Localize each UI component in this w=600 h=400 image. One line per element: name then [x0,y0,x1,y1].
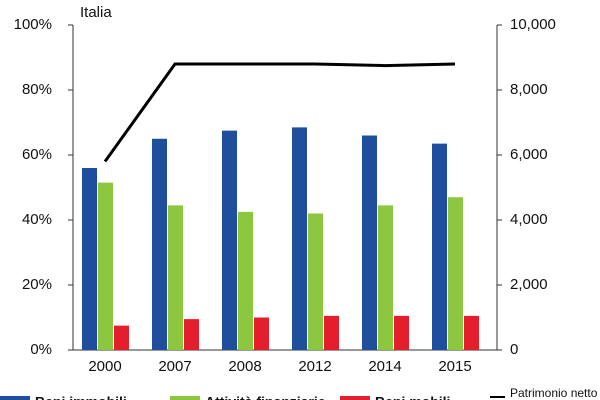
line [103,62,456,163]
legend-swatch [0,396,30,400]
legend-label: Patrimonio netto [510,386,598,400]
y2-tick-label: 2,000 [510,276,548,293]
chart-title: Italia [80,4,112,21]
bar [98,182,113,350]
legend-swatch [340,396,370,400]
y2-tick-label: 8,000 [510,81,548,98]
x-tick-label: 2012 [298,358,331,375]
x-tick-label: 2000 [88,358,121,375]
x-tick-label: 2014 [368,358,401,375]
bar [184,319,199,350]
bar [378,205,393,350]
x-tick-label: 2007 [158,358,191,375]
bar [394,315,409,350]
y2-tick-label: 6,000 [510,146,548,163]
bar [168,205,183,350]
bar [114,325,129,350]
bar [222,130,237,350]
bar [82,168,97,350]
y-tick-label: 80% [22,81,52,98]
legend-label: Beni mobili [375,394,450,400]
x-tick-label: 2008 [228,358,261,375]
y-tick-label: 20% [22,276,52,293]
bar [432,143,447,350]
legend-label: Beni immobili [35,394,127,400]
bar [254,317,269,350]
bar [448,197,463,350]
y2-tick-label: 10,000 [510,16,556,33]
legend-label: Attività finanziarie [205,394,326,400]
bar [238,211,253,350]
bar [324,315,339,350]
bar [464,315,479,350]
y-tick-label: 100% [14,16,52,33]
x-tick-label: 2015 [438,358,471,375]
legend-swatch [170,396,200,400]
y-tick-label: 60% [22,146,52,163]
y-tick-label: 0% [30,341,52,358]
y-tick-label: 40% [22,211,52,228]
y2-tick-label: 4,000 [510,211,548,228]
bar [362,135,377,350]
bar [308,213,323,350]
bar [152,138,167,350]
bar [292,127,307,350]
y2-tick-label: 0 [510,341,518,358]
